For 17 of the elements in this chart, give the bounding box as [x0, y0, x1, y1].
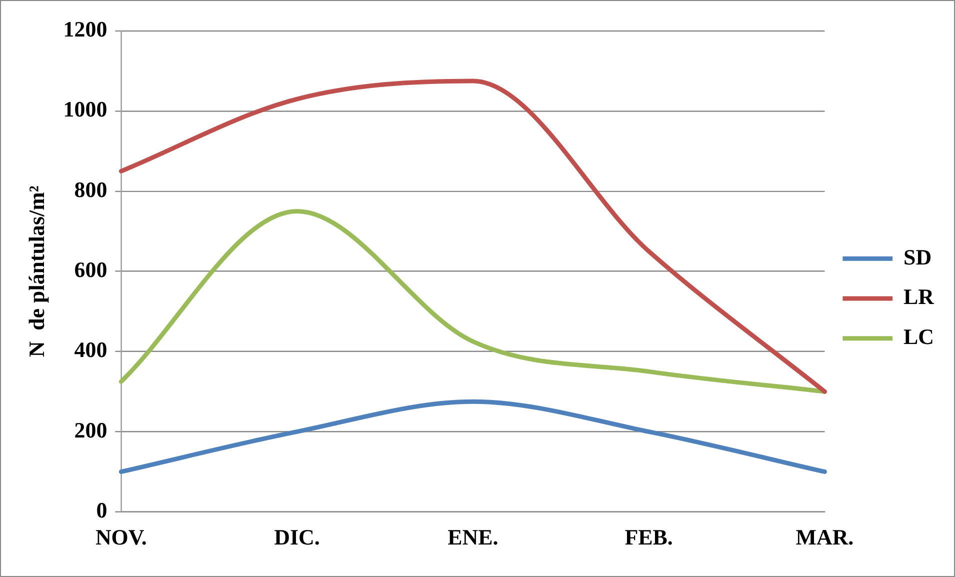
y-tick-label: 400 — [74, 337, 108, 362]
y-tick-label: 0 — [96, 498, 108, 522]
x-tick-label: ENE. — [448, 524, 498, 550]
x-tick-label: MAR. — [796, 524, 854, 550]
y-tick-label: 200 — [74, 417, 108, 442]
legend-label: LC — [904, 324, 934, 349]
y-tick-label: 600 — [74, 257, 108, 282]
y-tick-label: 1000 — [63, 96, 108, 122]
y-tick-label: 800 — [74, 176, 108, 202]
y-tick-label: 1200 — [63, 16, 108, 42]
legend-label: SD — [904, 244, 932, 270]
x-tick-label: FEB. — [624, 524, 673, 550]
y-axis-title: N de plántulas/m² — [24, 185, 49, 358]
x-tick-label: DIC. — [274, 524, 320, 550]
legend-label: LR — [904, 284, 936, 310]
line-series — [118, 78, 827, 394]
x-tick-label: NOV. — [95, 524, 147, 550]
